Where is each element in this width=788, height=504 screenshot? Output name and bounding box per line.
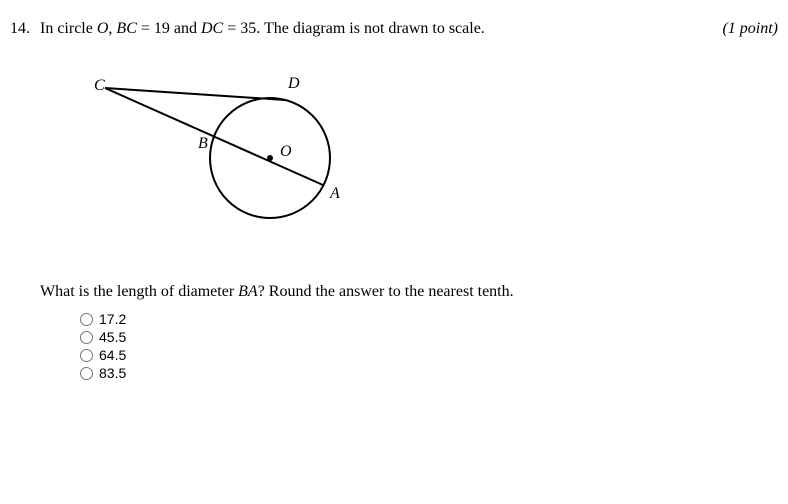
answer-choice-radio[interactable] xyxy=(80,331,93,344)
qtext-pre: In circle xyxy=(40,20,97,37)
var-BA: BA xyxy=(238,283,258,300)
answer-choice-radio[interactable] xyxy=(80,313,93,326)
var-O: O xyxy=(97,20,109,37)
answer-choice-label: 64.5 xyxy=(99,347,126,363)
svg-text:A: A xyxy=(329,185,340,202)
question-text: In circle O, BC = 19 and DC = 35. The di… xyxy=(40,20,692,38)
answer-choices: 17.2 45.5 64.5 83.5 xyxy=(80,311,778,381)
svg-text:B: B xyxy=(198,135,208,152)
answer-choice-radio[interactable] xyxy=(80,349,93,362)
answer-choice-radio[interactable] xyxy=(80,367,93,380)
qtext-mid2: = 19 and xyxy=(137,20,201,37)
svg-text:D: D xyxy=(287,75,300,92)
svg-text:C: C xyxy=(94,77,105,94)
answer-choice[interactable]: 45.5 xyxy=(80,329,778,345)
svg-text:O: O xyxy=(280,143,292,160)
question-points: (1 point) xyxy=(722,20,778,38)
answer-choice-label: 83.5 xyxy=(99,365,126,381)
answer-choice[interactable]: 64.5 xyxy=(80,347,778,363)
question-number: 14. xyxy=(10,20,40,38)
subq-pre: What is the length of diameter xyxy=(40,283,238,300)
sub-question-text: What is the length of diameter BA? Round… xyxy=(40,283,778,301)
var-DC: DC xyxy=(201,20,223,37)
answer-choice[interactable]: 83.5 xyxy=(80,365,778,381)
diagram-svg: C D B O A xyxy=(70,58,370,258)
geometry-diagram: C D B O A xyxy=(70,58,778,263)
var-BC: BC xyxy=(116,20,136,37)
answer-choice-label: 17.2 xyxy=(99,311,126,327)
subq-post: ? Round the answer to the nearest tenth. xyxy=(258,283,514,300)
answer-choice-label: 45.5 xyxy=(99,329,126,345)
answer-choice[interactable]: 17.2 xyxy=(80,311,778,327)
qtext-mid3: = 35. The diagram is not drawn to scale. xyxy=(223,20,485,37)
